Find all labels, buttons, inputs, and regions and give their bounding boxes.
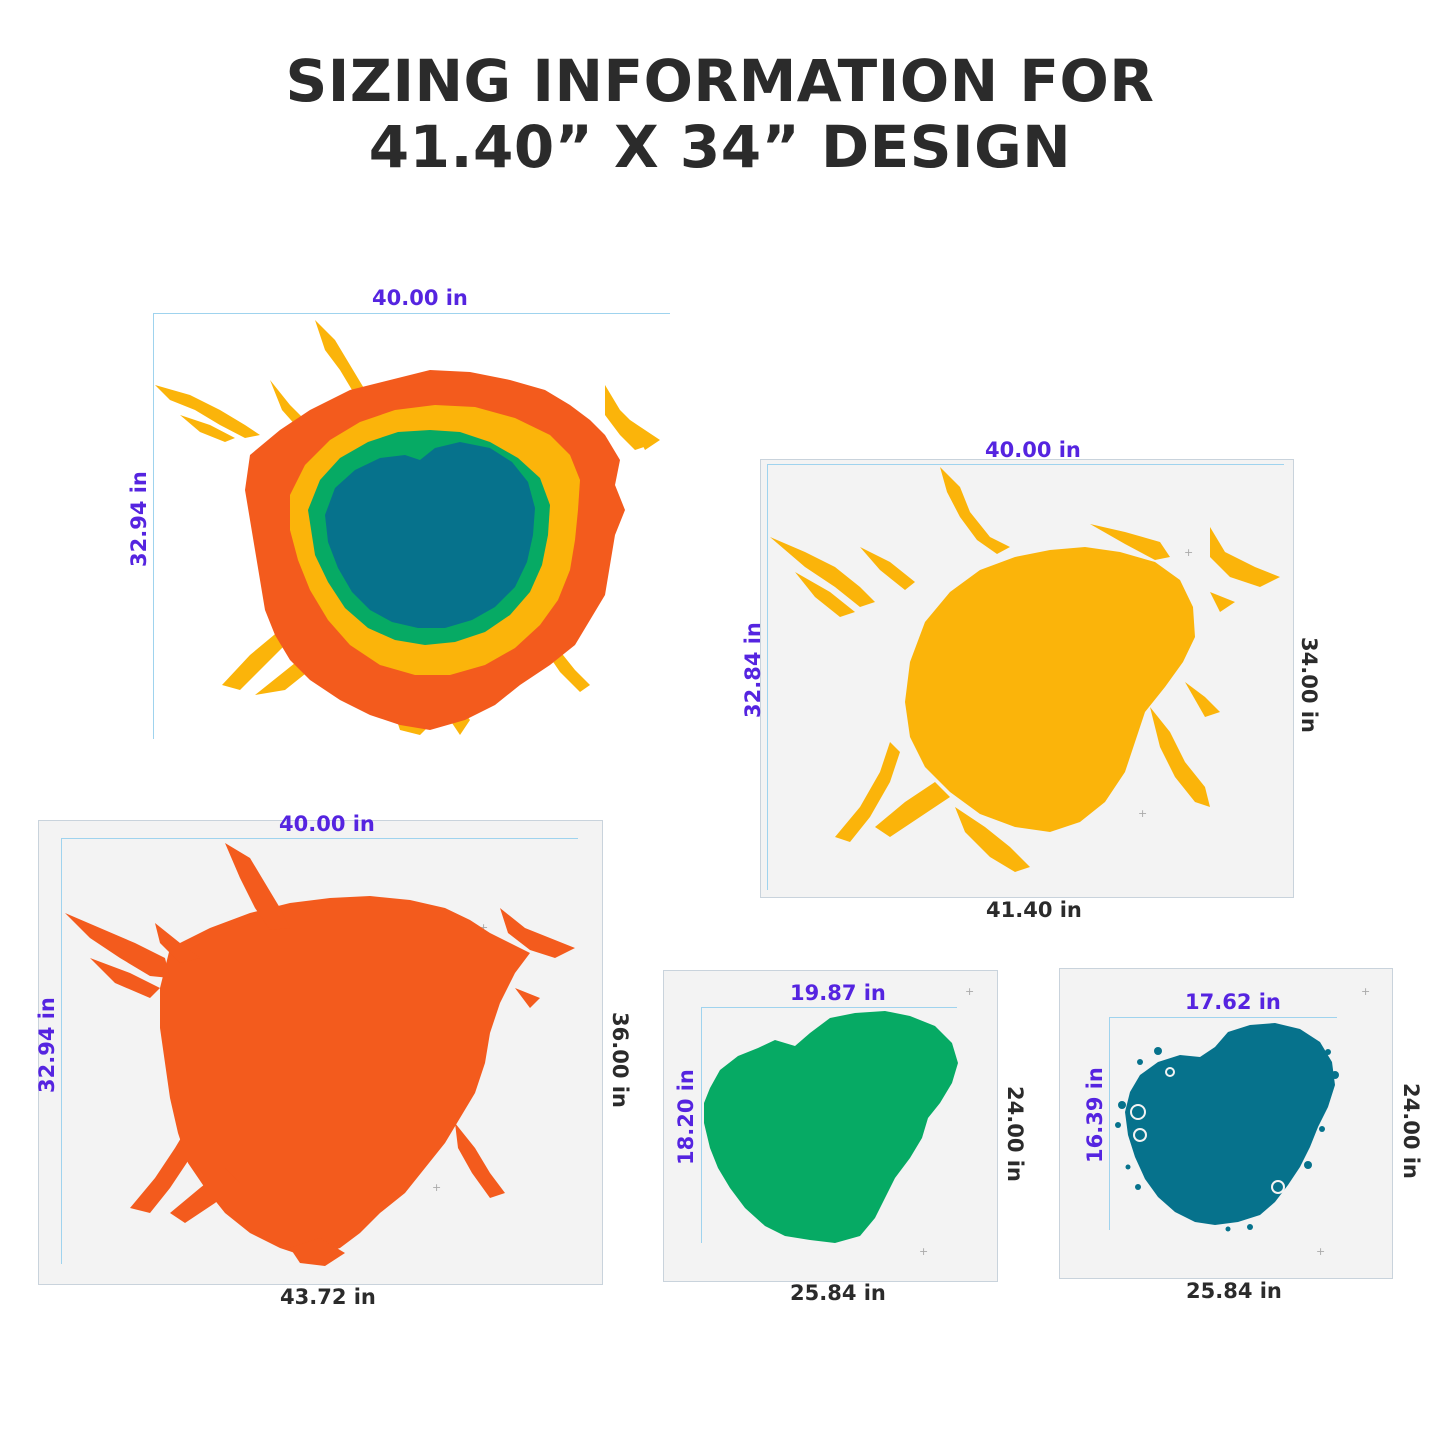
teal-bubble bbox=[1125, 1164, 1131, 1170]
teal-outer-height-label: 24.00 in bbox=[1399, 1083, 1423, 1179]
teal-layer-artwork bbox=[1115, 1023, 1339, 1232]
green-outer-width-label: 25.84 in bbox=[790, 1281, 886, 1305]
registration-mark: + bbox=[1361, 985, 1371, 998]
yellow-flame bbox=[940, 467, 1010, 554]
orange-outer-height-label: 36.00 in bbox=[608, 1012, 632, 1108]
yellow-main-blob bbox=[905, 547, 1195, 832]
teal-inner-height-guide bbox=[1109, 1017, 1110, 1230]
title-line-1: SIZING INFORMATION FOR bbox=[285, 47, 1155, 115]
yellow-outer-height-label: 34.00 in bbox=[1297, 637, 1321, 733]
teal-inner-height-label: 16.39 in bbox=[1083, 1067, 1107, 1163]
orange-outer-width-label: 43.72 in bbox=[280, 1285, 376, 1309]
yellow-flame bbox=[955, 807, 1030, 872]
teal-hollow-bubble bbox=[1133, 1128, 1147, 1142]
full-width-guide bbox=[153, 313, 670, 314]
yellow-flame bbox=[1090, 524, 1170, 560]
yellow-flame bbox=[1150, 707, 1210, 807]
teal-bubble bbox=[1225, 1226, 1231, 1232]
teal-bubble bbox=[1135, 1184, 1141, 1190]
teal-bubble bbox=[1137, 1059, 1143, 1065]
teal-bubble bbox=[1325, 1049, 1331, 1055]
teal-hollow-bubble bbox=[1130, 1104, 1146, 1120]
green-inner-width-label: 19.87 in bbox=[790, 981, 886, 1005]
orange-flame bbox=[155, 923, 200, 963]
title-line-2: 41.40” X 34” DESIGN bbox=[368, 113, 1072, 181]
yellow-layer-artwork bbox=[770, 467, 1280, 872]
orange-flame bbox=[65, 913, 170, 978]
full-width-label: 40.00 in bbox=[372, 286, 468, 310]
yellow-flame bbox=[1185, 682, 1220, 717]
teal-inner-width-guide bbox=[1109, 1017, 1337, 1018]
full-teal-pool bbox=[325, 442, 535, 628]
teal-bubble bbox=[1154, 1047, 1162, 1055]
yellow-inner-width-guide bbox=[767, 464, 1284, 465]
registration-mark: + bbox=[432, 1181, 442, 1194]
orange-main-blob bbox=[160, 896, 530, 1258]
teal-bubble bbox=[1304, 1161, 1312, 1169]
orange-inner-height-guide bbox=[61, 838, 62, 1264]
teal-hollow-bubble bbox=[1271, 1180, 1285, 1194]
yellow-flame bbox=[835, 742, 900, 842]
teal-bubble bbox=[1115, 1122, 1121, 1128]
yellow-inner-width-label: 40.00 in bbox=[985, 438, 1081, 462]
orange-flame bbox=[225, 843, 290, 930]
orange-flame bbox=[170, 1168, 240, 1223]
registration-mark: + bbox=[1184, 546, 1194, 559]
green-pool-shape bbox=[704, 1011, 958, 1243]
full-height-guide bbox=[153, 313, 154, 739]
registration-mark: + bbox=[919, 1245, 929, 1258]
registration-mark: + bbox=[1138, 807, 1148, 820]
registration-mark: + bbox=[965, 985, 975, 998]
yellow-outer-width-label: 41.40 in bbox=[986, 898, 1082, 922]
yellow-flame bbox=[860, 547, 915, 590]
orange-inner-width-guide bbox=[61, 838, 578, 839]
yellow-flame bbox=[770, 537, 875, 607]
teal-bubble bbox=[1331, 1071, 1339, 1079]
orange-flame bbox=[455, 1123, 505, 1198]
orange-layer-artwork bbox=[65, 843, 575, 1266]
yellow-flame bbox=[1210, 592, 1235, 612]
yellow-flame bbox=[1210, 527, 1280, 587]
full-height-label: 32.94 in bbox=[127, 471, 151, 567]
registration-mark: + bbox=[479, 921, 489, 934]
orange-flame bbox=[500, 908, 575, 958]
registration-mark: + bbox=[1316, 1245, 1326, 1258]
orange-flame bbox=[290, 1238, 345, 1266]
yellow-inner-height-guide bbox=[767, 464, 768, 890]
orange-flame bbox=[130, 1123, 205, 1213]
teal-bubble bbox=[1118, 1101, 1126, 1109]
teal-pool-shape bbox=[1125, 1023, 1335, 1225]
orange-flame bbox=[90, 958, 160, 998]
yellow-flame bbox=[795, 572, 855, 617]
green-inner-width-guide bbox=[701, 1007, 957, 1008]
green-outer-height-label: 24.00 in bbox=[1003, 1086, 1027, 1182]
green-inner-height-label: 18.20 in bbox=[674, 1069, 698, 1165]
orange-flame bbox=[515, 988, 540, 1008]
yellow-flame bbox=[875, 782, 950, 837]
orange-inner-width-label: 40.00 in bbox=[279, 812, 375, 836]
teal-outer-width-label: 25.84 in bbox=[1186, 1279, 1282, 1303]
teal-inner-width-label: 17.62 in bbox=[1185, 990, 1281, 1014]
teal-bubble bbox=[1319, 1126, 1325, 1132]
green-layer-artwork bbox=[704, 1011, 958, 1243]
teal-hollow-bubble bbox=[1165, 1067, 1175, 1077]
green-inner-height-guide bbox=[701, 1007, 702, 1243]
yellow-inner-height-label: 32.84 in bbox=[741, 622, 765, 718]
page-title: SIZING INFORMATION FOR 41.40” X 34” DESI… bbox=[0, 48, 1440, 180]
orange-inner-height-label: 32.94 in bbox=[35, 997, 59, 1093]
full-design-artwork bbox=[155, 320, 660, 735]
teal-bubble bbox=[1247, 1224, 1253, 1230]
